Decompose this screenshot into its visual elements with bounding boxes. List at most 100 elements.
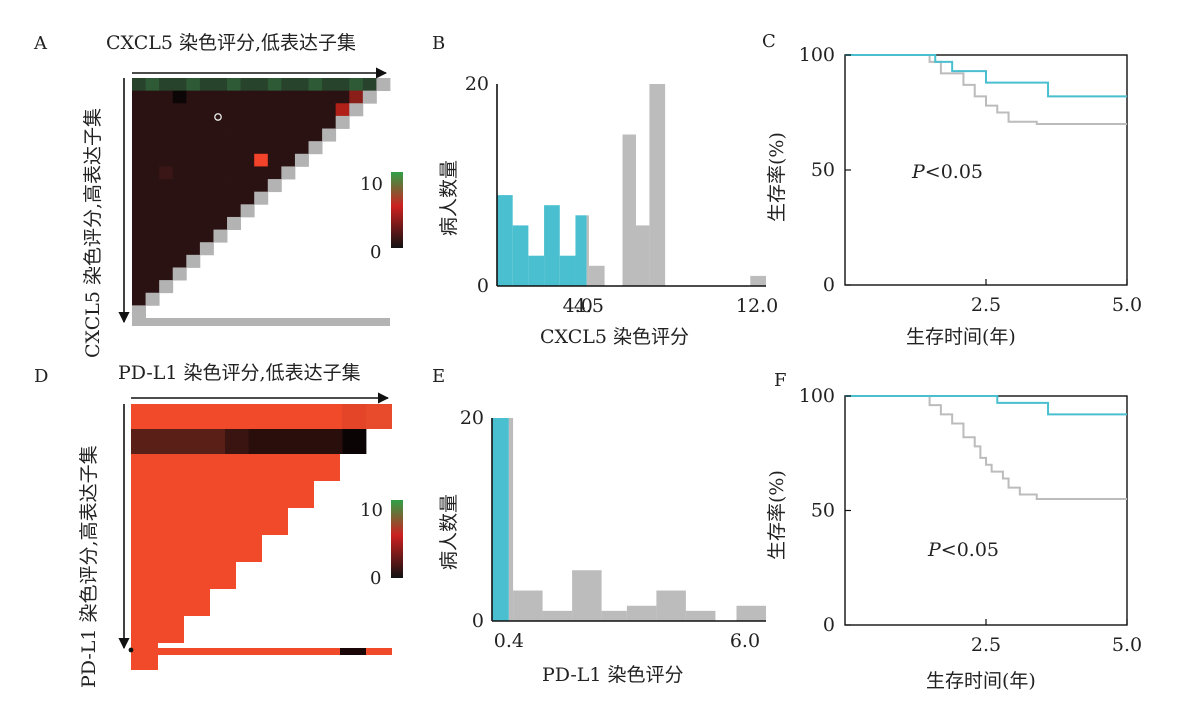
heatmap-cell [172,254,187,268]
heatmap-cell [172,78,187,92]
heatmap-step [131,481,314,508]
heatmap-cell [240,204,255,218]
heatmap-cell [199,141,214,155]
heatmap-cell [178,429,202,454]
panel-f-letter: F [774,370,787,391]
heatmap-cell [145,216,160,230]
heatmap-cell [281,128,296,142]
heatmap-cell [159,153,174,167]
heatmap-cell [281,90,296,104]
heatmap-cell [186,204,201,218]
heatmap-cell [294,90,309,104]
panel-c-ytick-label: 100 [799,44,835,66]
heatmap-cell [294,128,309,142]
heatmap-cell [186,115,201,129]
heatmap-cell [159,141,174,155]
heatmap-cell [145,166,160,180]
heatmap-step [131,535,262,562]
heatmap-cell [281,115,296,129]
panel-b-bar [497,195,513,286]
heatmap-cell [132,267,146,281]
heatmap-cell [272,429,296,454]
heatmap-cell [267,90,282,104]
heatmap-cell [145,204,160,218]
heatmap-cell [159,254,174,268]
heatmap-cell [159,103,174,117]
heatmap-cell [227,191,242,205]
heatmap-cell [199,153,214,167]
heatmap-cell [254,179,269,193]
heatmap-cell [159,128,174,142]
heatmap-cell [186,166,201,180]
heatmap-cell [227,216,242,230]
panel-a-legend-max: 10 [360,174,383,195]
panel-b-xtick-label: 4.5 [574,295,604,317]
heatmap-cell [227,153,242,167]
heatmap-cell [145,141,160,155]
panel-b-bar [559,255,576,286]
panel-b-bar [544,205,560,286]
heatmap-cell [349,103,364,117]
heatmap-cell [172,166,187,180]
heatmap-cell [240,78,255,92]
heatmap-cell [145,267,160,281]
heatmap-cell [308,141,323,155]
heatmap-cell [199,103,214,117]
heatmap-cell [335,90,350,104]
heatmap-cell [335,78,350,92]
heatmap-cell [213,204,228,218]
heatmap-cell [132,128,146,142]
panel-b-bar [575,215,587,286]
heatmap-cell [240,90,255,104]
panel-c-curve [845,54,1127,98]
heatmap-cell [159,115,174,129]
heatmap-cell [159,90,174,104]
heatmap-cell [362,90,377,104]
heatmap-cell [159,216,174,230]
panel-e-bar [656,590,686,621]
heatmap-cell [267,103,282,117]
heatmap-cell [132,179,146,193]
heatmap-cell [132,254,146,268]
heatmap-cell [308,128,323,142]
heatmap-cell [132,103,146,117]
heatmap-cell [319,429,343,454]
heatmap-step [131,643,158,670]
heatmap-cell [186,78,201,92]
heatmap-bottom-strip [131,648,392,655]
heatmap-cell [349,90,364,104]
heatmap-cell [201,429,226,454]
heatmap-step [131,454,340,481]
heatmap-cell [186,128,201,142]
heatmap-cell [132,280,146,294]
heatmap-cell [227,90,242,104]
panel-c-ytick-label: 50 [811,159,835,181]
heatmap-cell [132,305,146,319]
heatmap-cell [159,204,174,218]
heatmap-cell [199,179,214,193]
heatmap-cell [335,103,350,117]
heatmap-cell [199,166,214,180]
heatmap-step [131,589,210,616]
heatmap-cell [227,204,242,218]
panel-c-letter: C [762,31,776,52]
heatmap-cell [132,153,146,167]
panel-f-curve [845,395,1127,501]
heatmap-cell [132,90,146,104]
heatmap-cell [267,128,282,142]
heatmap-cell [294,115,309,129]
heatmap-bottom-strip [132,318,390,326]
heatmap-cell [145,78,160,92]
panel-e-ytick-label: 0 [472,610,484,632]
heatmap-cell [145,179,160,193]
heatmap-cell [227,103,242,117]
heatmap-cell [213,229,228,243]
heatmap-cell [295,429,320,454]
panel-c-annotation: P<0.05 [911,161,983,183]
panel-b-bar [622,134,636,286]
panel-e-bar [542,610,573,621]
panel-e-bar [508,418,514,621]
heatmap-cell [227,115,242,129]
heatmap-cell [213,179,228,193]
heatmap-cell [227,128,242,142]
